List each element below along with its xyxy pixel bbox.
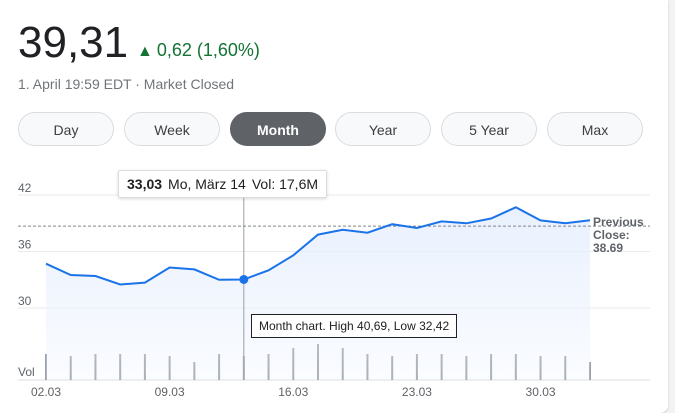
range-max-button[interactable]: Max (547, 112, 643, 146)
y-tick-label: 30 (18, 294, 32, 308)
price-point (416, 227, 418, 229)
x-tick-label: 16.03 (278, 385, 308, 399)
price-point (169, 267, 171, 269)
price-point (268, 269, 270, 271)
price-point (144, 282, 146, 284)
price-point (94, 275, 96, 277)
y-tick-label: 36 (18, 238, 32, 252)
tooltip-price: 33,03 (127, 176, 163, 192)
range-year-button[interactable]: Year (335, 112, 431, 146)
price-point (465, 222, 467, 224)
x-tick-label: 02.03 (31, 385, 61, 399)
previous-close-label: Previous Close: 38.69 (593, 216, 653, 255)
price-point (540, 219, 542, 221)
price-point (564, 222, 566, 224)
range-week-button[interactable]: Week (124, 112, 220, 146)
price-point (119, 283, 121, 285)
price-point (589, 219, 591, 221)
price-point (515, 206, 517, 208)
previous-close-line1: Previous (593, 215, 644, 229)
price-point (366, 232, 368, 234)
price-point (441, 220, 443, 222)
price-change-value: 0,62 (1,60%) (156, 40, 260, 60)
previous-close-value: 38.69 (593, 241, 624, 255)
market-status: 1. April 19:59 EDT · Market Closed (18, 76, 235, 92)
previous-close-line2: Close: (593, 228, 630, 242)
current-price: 39,31 (18, 18, 129, 67)
range-day-button[interactable]: Day (18, 112, 114, 146)
hover-tooltip: 33,03 Mo, März 14 Vol: 17,6M (118, 170, 328, 198)
y-tick-label: 42 (18, 181, 32, 195)
price-point (193, 268, 195, 270)
hover-point (239, 274, 249, 284)
price-point (342, 229, 344, 231)
price-point (218, 279, 220, 281)
x-tick-label: 30.03 (526, 385, 556, 399)
range-month-button[interactable]: Month (230, 112, 326, 146)
price-point (292, 254, 294, 256)
price-change: ▲ 0,62 (1,60%) (137, 39, 260, 63)
volume-label: Vol (18, 365, 35, 379)
price-point (70, 274, 72, 276)
price-area-fill (46, 207, 590, 380)
price-point (391, 223, 393, 225)
price-point (45, 263, 47, 265)
range-5year-button[interactable]: 5 Year (441, 112, 537, 146)
price-point (490, 218, 492, 220)
tooltip-date: Mo, März 14 (168, 176, 246, 192)
price-point (317, 234, 319, 236)
chart-summary-label: Month chart. High 40,69, Low 32,42 (251, 314, 458, 338)
arrow-up-icon: ▲ (137, 43, 153, 60)
tooltip-volume: Vol: 17,6M (251, 176, 319, 192)
x-tick-label: 23.03 (402, 385, 432, 399)
x-tick-label: 09.03 (155, 385, 185, 399)
price-line (45, 206, 591, 286)
